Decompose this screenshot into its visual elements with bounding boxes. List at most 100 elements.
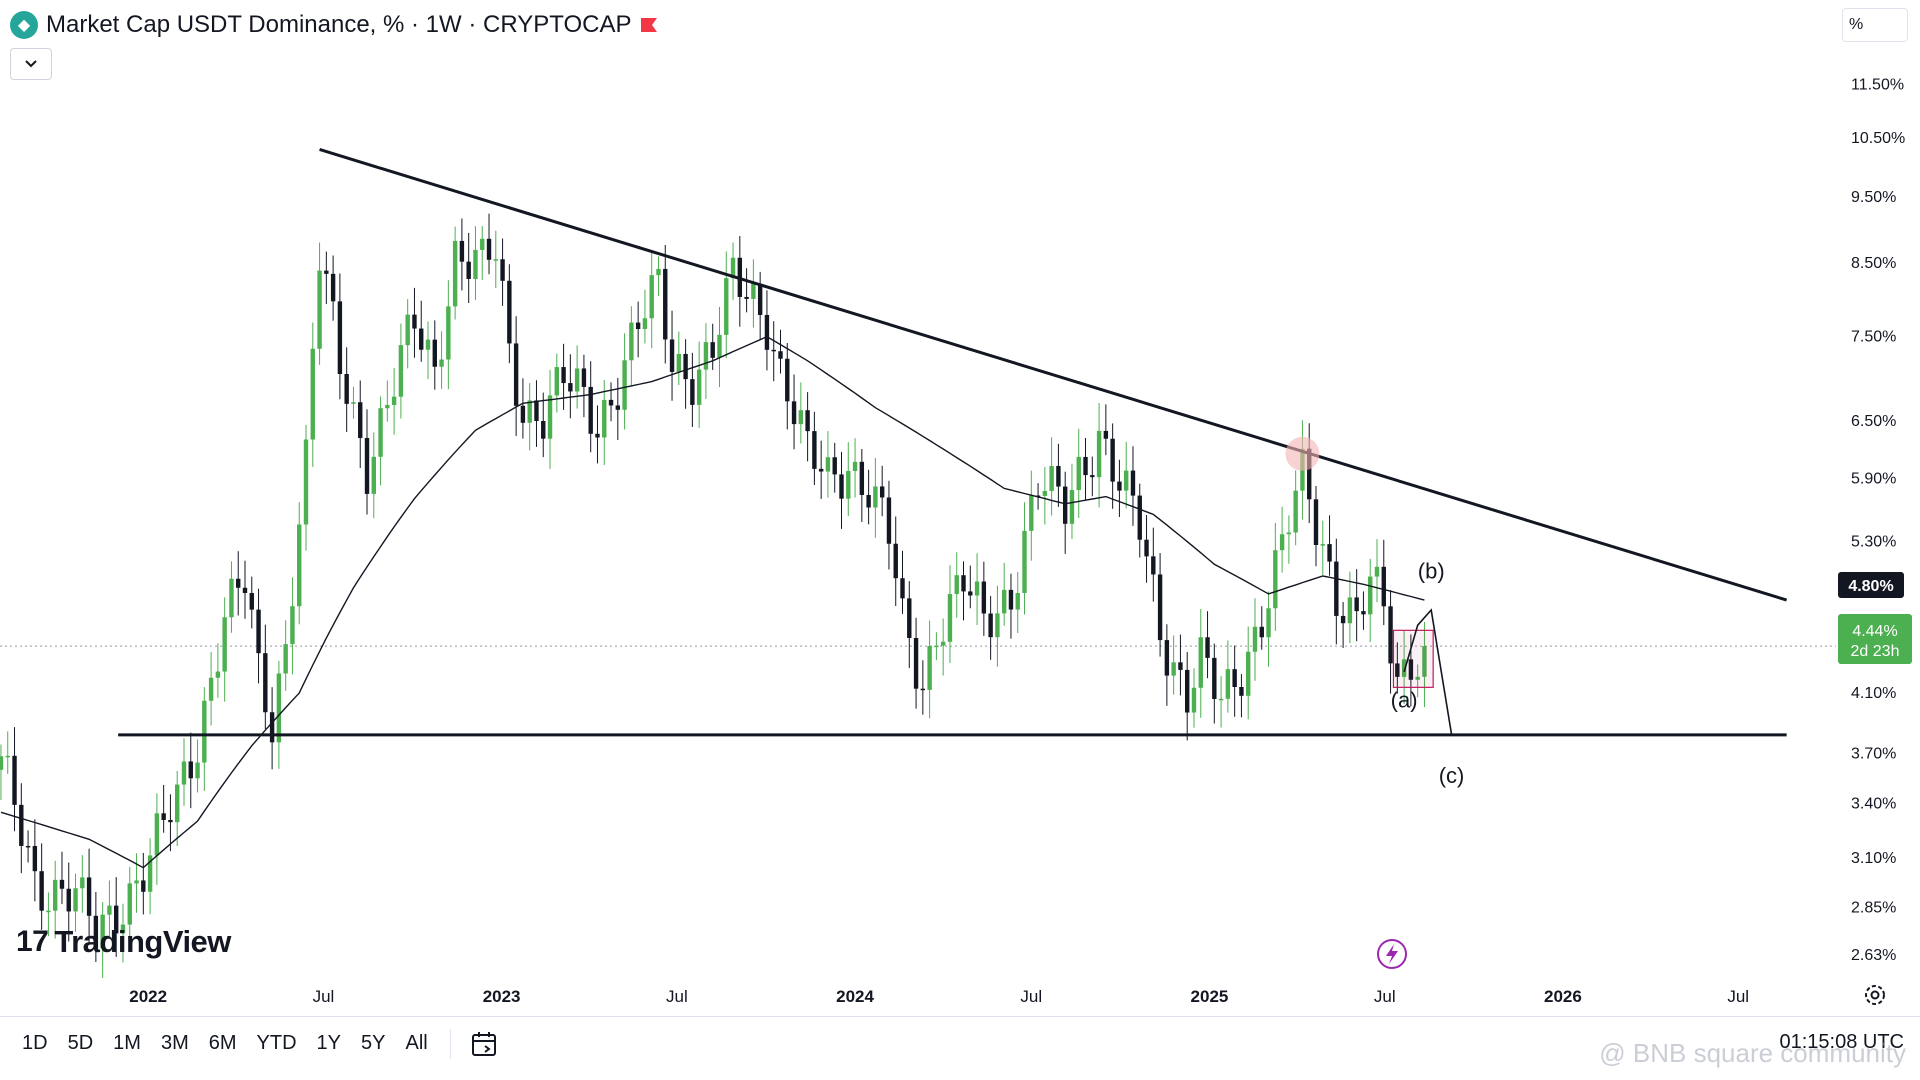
- candle-down: [615, 405, 621, 410]
- candle-down: [1056, 465, 1061, 487]
- price-tick-label: 7.50%: [1851, 329, 1896, 346]
- range-button-all[interactable]: All: [405, 1032, 428, 1054]
- candle-down: [968, 591, 973, 596]
- candle-down: [1164, 640, 1170, 676]
- candle-down: [893, 543, 898, 579]
- range-button-1y[interactable]: 1Y: [316, 1032, 342, 1054]
- time-axis[interactable]: 2022 Jul 2023 Jul 2024 Jul 2025 Jul 2026 Jul: [129, 987, 1749, 1006]
- lightning-icon[interactable]: [1376, 938, 1408, 970]
- candle-down: [59, 879, 65, 889]
- time-tick-label: Jul: [666, 987, 688, 1006]
- candle-up: [283, 644, 288, 674]
- candle-up: [547, 395, 553, 439]
- candle-up: [798, 410, 804, 425]
- candle-down: [39, 871, 44, 911]
- range-button-1m[interactable]: 1M: [113, 1032, 141, 1054]
- candle-up: [1049, 465, 1054, 491]
- time-tick-label: 2022: [129, 987, 167, 1006]
- candle-down: [1395, 663, 1400, 677]
- range-button-6m[interactable]: 6M: [208, 1032, 237, 1054]
- candle-up: [656, 268, 661, 276]
- candle-up: [873, 486, 878, 508]
- candle-up: [1293, 490, 1298, 533]
- candle-down: [86, 877, 92, 916]
- wave-label-c[interactable]: (c): [1439, 763, 1465, 788]
- candle-up: [195, 762, 200, 779]
- tradingview-logo[interactable]: 17 TradingView: [16, 924, 231, 960]
- candle-down: [1178, 662, 1183, 670]
- candle-up: [934, 645, 939, 648]
- candle-down: [419, 328, 424, 350]
- candle-up: [1286, 532, 1292, 535]
- range-button-5y[interactable]: 5Y: [361, 1032, 386, 1054]
- candle-down: [907, 598, 912, 638]
- settings-gear-icon[interactable]: [1862, 982, 1888, 1008]
- flag-icon[interactable]: [640, 17, 658, 33]
- descending-trendline[interactable]: [319, 148, 1788, 602]
- candle-up: [425, 339, 431, 350]
- range-button-1d[interactable]: 1D: [22, 1032, 48, 1054]
- candle-up: [1279, 534, 1285, 551]
- candle-up: [317, 270, 322, 349]
- collapse-legend-button[interactable]: [10, 48, 52, 80]
- candle-down: [785, 358, 790, 402]
- price-tick-label: 4.10%: [1851, 685, 1896, 702]
- utc-clock[interactable]: 01:15:08 UTC: [1779, 1031, 1904, 1053]
- candle-down: [1232, 669, 1237, 688]
- wave-projection-path[interactable]: [1403, 608, 1453, 735]
- candle-down: [886, 497, 892, 544]
- candle-up: [703, 342, 709, 370]
- chart-canvas[interactable]: (a) (b) (c) 11.50% 10.50% 9.50% 8.50% 7.50% 6.5…: [0, 0, 1920, 1016]
- candle-down: [358, 402, 363, 439]
- calendar-icon[interactable]: [469, 1029, 499, 1059]
- candle-down: [690, 379, 695, 405]
- candle-down: [1008, 589, 1014, 610]
- candle-down: [337, 301, 343, 374]
- candle-up: [1076, 456, 1081, 491]
- candle-up: [385, 405, 390, 409]
- candle-down: [1110, 438, 1115, 482]
- price-scale-mode-box[interactable]: %: [1842, 8, 1908, 42]
- candle-up: [852, 461, 858, 471]
- range-button-3m[interactable]: 3M: [160, 1032, 189, 1054]
- candle-up: [940, 641, 946, 646]
- candle-down: [635, 322, 641, 330]
- candle-up: [1042, 490, 1048, 496]
- candle-down: [1340, 615, 1346, 624]
- candle-down: [12, 755, 17, 805]
- range-button-ytd[interactable]: YTD: [256, 1032, 297, 1054]
- range-button-5d[interactable]: 5D: [67, 1032, 94, 1054]
- candle-down: [269, 712, 275, 743]
- candle-up: [208, 677, 214, 701]
- candle-down: [778, 351, 783, 359]
- price-axis[interactable]: 11.50% 10.50% 9.50% 8.50% 7.50% 6.50% 5.90% 5.3…: [1851, 76, 1905, 964]
- candle-up: [229, 578, 234, 618]
- candle-down: [161, 813, 166, 820]
- candle-down: [1327, 544, 1332, 562]
- wave-label-a[interactable]: (a): [1391, 688, 1418, 713]
- candle-down: [1103, 430, 1109, 439]
- candle-up: [100, 914, 105, 949]
- candle-up: [154, 813, 160, 856]
- candle-down: [581, 368, 587, 387]
- candle-down: [710, 342, 715, 358]
- candle-down: [1137, 495, 1142, 540]
- candle-down: [534, 400, 539, 421]
- candle-down: [561, 367, 566, 384]
- candle-up: [1266, 608, 1271, 638]
- candle-down: [1144, 539, 1149, 557]
- candle-down: [32, 846, 38, 872]
- candle-up: [947, 594, 953, 642]
- candle-up: [107, 905, 112, 915]
- toolbar-divider: [449, 1028, 451, 1059]
- candle-down: [913, 637, 919, 689]
- moving-average-line: [0, 335, 1425, 869]
- candle-down: [669, 339, 675, 372]
- candle-up: [398, 345, 404, 397]
- symbol-title[interactable]: Market Cap USDT Dominance, % · 1W · CRYP…: [46, 11, 632, 38]
- candle-down: [1408, 659, 1414, 680]
- candle-up: [1029, 495, 1034, 531]
- wave-label-b[interactable]: (b): [1418, 558, 1445, 583]
- candle-down: [744, 296, 749, 299]
- candle-down: [683, 353, 688, 380]
